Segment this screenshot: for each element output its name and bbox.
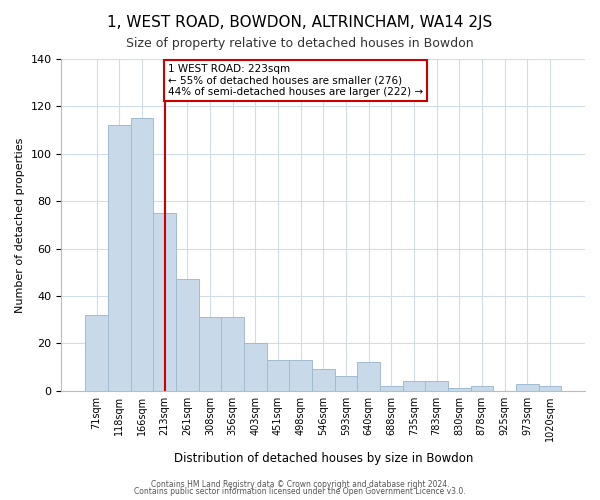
- Text: 1 WEST ROAD: 223sqm
← 55% of detached houses are smaller (276)
44% of semi-detac: 1 WEST ROAD: 223sqm ← 55% of detached ho…: [168, 64, 423, 97]
- Bar: [448, 388, 470, 390]
- Bar: [289, 360, 312, 390]
- Bar: [335, 376, 357, 390]
- Bar: [470, 386, 493, 390]
- Bar: [516, 384, 539, 390]
- Bar: [221, 317, 244, 390]
- Bar: [199, 317, 221, 390]
- Bar: [266, 360, 289, 390]
- Bar: [425, 381, 448, 390]
- Text: Contains public sector information licensed under the Open Government Licence v3: Contains public sector information licen…: [134, 487, 466, 496]
- Bar: [153, 213, 176, 390]
- Bar: [380, 386, 403, 390]
- Bar: [312, 370, 335, 390]
- Bar: [539, 386, 561, 390]
- Text: 1, WEST ROAD, BOWDON, ALTRINCHAM, WA14 2JS: 1, WEST ROAD, BOWDON, ALTRINCHAM, WA14 2…: [107, 15, 493, 30]
- Bar: [176, 280, 199, 390]
- Bar: [244, 344, 266, 390]
- Bar: [403, 381, 425, 390]
- Text: Contains HM Land Registry data © Crown copyright and database right 2024.: Contains HM Land Registry data © Crown c…: [151, 480, 449, 489]
- Bar: [131, 118, 153, 390]
- Bar: [108, 126, 131, 390]
- Y-axis label: Number of detached properties: Number of detached properties: [15, 137, 25, 312]
- Bar: [357, 362, 380, 390]
- Text: Size of property relative to detached houses in Bowdon: Size of property relative to detached ho…: [126, 38, 474, 51]
- X-axis label: Distribution of detached houses by size in Bowdon: Distribution of detached houses by size …: [173, 452, 473, 465]
- Bar: [85, 315, 108, 390]
